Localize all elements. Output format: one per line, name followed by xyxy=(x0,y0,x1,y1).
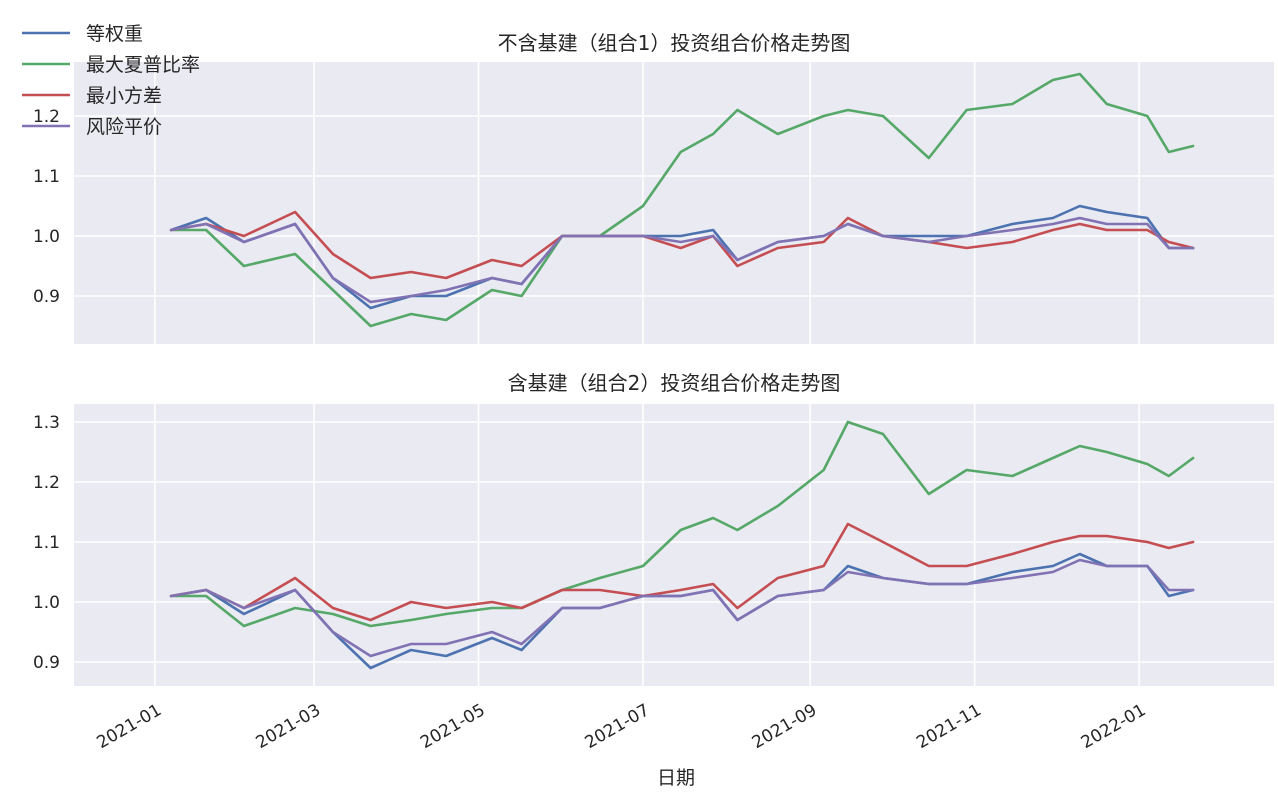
top-y-tick-label: 0.9 xyxy=(33,287,60,307)
top-series-line xyxy=(169,204,1195,310)
bottom-grid xyxy=(74,404,1274,686)
bottom-series-group xyxy=(169,420,1195,670)
legend-label: 等权重 xyxy=(86,23,143,45)
top-series-group xyxy=(169,72,1195,328)
legend-label: 风险平价 xyxy=(86,116,162,138)
legend-label: 最小方差 xyxy=(86,85,162,107)
bottom-chart-title: 含基建（组合2）投资组合价格走势图 xyxy=(508,371,841,395)
x-tick-label: 2021-05 xyxy=(417,700,489,753)
bottom-y-tick-labels: 0.9 1.0 1.1 1.2 1.3 xyxy=(33,413,60,673)
top-series-line xyxy=(169,216,1195,304)
top-y-tick-label: 1.0 xyxy=(33,227,60,247)
top-y-tick-labels: 0.9 1.0 1.1 1.2 xyxy=(33,107,60,307)
bottom-y-tick-label: 1.0 xyxy=(33,593,60,613)
bottom-x-tick-labels: 2021-01 2021-03 2021-05 2021-07 2021-09 2021-… xyxy=(94,700,1150,753)
top-chart-title: 不含基建（组合1）投资组合价格走势图 xyxy=(498,31,851,55)
bottom-series-line xyxy=(169,420,1195,628)
x-axis-label: 日期 xyxy=(657,767,695,789)
x-tick-label: 2021-11 xyxy=(913,700,985,753)
x-tick-label: 2022-01 xyxy=(1078,700,1150,753)
x-tick-label: 2021-01 xyxy=(94,700,166,753)
bottom-series-line xyxy=(169,522,1195,622)
x-tick-label: 2021-07 xyxy=(582,700,654,753)
top-y-tick-label: 1.2 xyxy=(33,107,60,127)
legend-label: 最大夏普比率 xyxy=(86,54,200,76)
top-y-tick-label: 1.1 xyxy=(33,167,60,187)
bottom-plot-area xyxy=(74,404,1274,686)
top-plot-area xyxy=(74,62,1274,344)
bottom-y-tick-label: 1.1 xyxy=(33,533,60,553)
top-series-line xyxy=(169,72,1195,328)
bottom-y-tick-label: 1.3 xyxy=(33,413,60,433)
x-tick-label: 2021-09 xyxy=(749,700,821,753)
bottom-chart: 0.91.01.11.21.3 2021-01 2021-03 2021-05 202… xyxy=(33,371,1274,789)
bottom-y-tick-label: 1.2 xyxy=(33,473,60,493)
bottom-y-tick-label: 0.9 xyxy=(33,653,60,673)
top-chart: 0.9 1.0 1.1 1.2 不含基建（组合1）投资组合价格走势图 xyxy=(33,31,1274,344)
x-tick-label: 2021-03 xyxy=(253,700,325,753)
bottom-series-line xyxy=(169,558,1195,658)
